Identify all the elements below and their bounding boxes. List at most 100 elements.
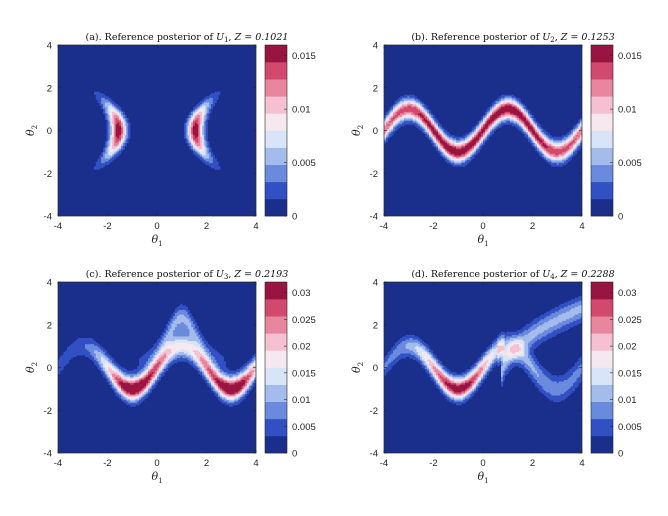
heatmap-cell [162, 369, 165, 371]
heatmap-cell [196, 339, 199, 342]
heatmap-cell [77, 341, 80, 344]
heatmap-cell [502, 100, 505, 103]
heatmap-cell [88, 345, 91, 348]
heatmap-cell [171, 348, 174, 351]
heatmap-cell [551, 139, 554, 142]
heatmap-cell [470, 130, 473, 133]
heatmap-cell [139, 369, 142, 371]
heatmap-cell [103, 370, 106, 373]
heatmap-cell [524, 110, 527, 113]
heatmap-cell [203, 125, 206, 128]
heatmap-cell [155, 355, 158, 358]
heatmap-cell [81, 345, 84, 348]
heatmap-cell [421, 113, 424, 116]
heatmap-cell [185, 323, 188, 326]
heatmap-cell [400, 96, 403, 99]
heatmap-cell [167, 331, 170, 334]
heatmap-cell [493, 107, 496, 110]
heatmap-cell [533, 144, 536, 147]
heatmap-cell [142, 381, 145, 384]
heatmap-cell [191, 119, 194, 122]
heatmap-cell [131, 400, 134, 403]
heatmap-cell [420, 110, 423, 113]
heatmap-cell [180, 322, 183, 325]
heatmap-cell [427, 113, 430, 116]
heatmap-cell [99, 166, 102, 169]
heatmap-cell [394, 118, 397, 121]
heatmap-cell [211, 160, 214, 162]
heatmap-cell [495, 116, 498, 119]
heatmap-cell [173, 330, 176, 333]
heatmap-cell [124, 127, 127, 130]
heatmap-cell [420, 124, 423, 127]
heatmap-cell [110, 147, 113, 150]
heatmap-cell [139, 386, 142, 389]
heatmap-cell [493, 105, 496, 108]
heatmap-cell [193, 350, 196, 353]
heatmap-cell [189, 356, 192, 359]
heatmap-cell [151, 373, 154, 376]
heatmap-cell [119, 113, 122, 116]
heatmap-cell [495, 100, 498, 103]
heatmap-cell [515, 105, 518, 108]
heatmap-cell [421, 121, 424, 124]
heatmap-cell [436, 119, 439, 122]
heatmap-cell [155, 344, 158, 347]
heatmap-cell [166, 327, 169, 330]
heatmap-cell [121, 113, 124, 116]
heatmap-cell [175, 311, 178, 314]
heatmap-cell [475, 141, 478, 144]
heatmap-cell [202, 116, 205, 119]
heatmap-cell [403, 100, 406, 103]
heatmap-cell [551, 136, 554, 139]
heatmap-cell [193, 122, 196, 125]
heatmap-cell [432, 139, 435, 142]
heatmap-cell [108, 381, 111, 384]
heatmap-cell [196, 130, 199, 133]
heatmap-cell [121, 149, 124, 152]
heatmap-cell [520, 119, 523, 122]
heatmap-cell [112, 381, 115, 384]
heatmap-cell [531, 124, 534, 127]
heatmap-cell [124, 398, 127, 401]
heatmap-cell [131, 387, 134, 390]
heatmap-cell [137, 386, 140, 389]
heatmap-cell [203, 119, 206, 122]
heatmap-cell [526, 114, 529, 117]
heatmap-cell [92, 348, 95, 351]
heatmap-cell [452, 163, 455, 166]
heatmap-cell [178, 333, 181, 336]
heatmap-cell [465, 147, 468, 150]
heatmap-cell [121, 125, 124, 128]
heatmap-cell [146, 384, 149, 387]
heatmap-cell [569, 135, 572, 138]
heatmap-cell [456, 158, 459, 161]
heatmap-cell [169, 334, 172, 337]
heatmap-cell [135, 376, 138, 379]
heatmap-cell [456, 149, 459, 152]
heatmap-cell [400, 119, 403, 122]
heatmap-cell [166, 336, 169, 339]
heatmap-cell [387, 113, 390, 116]
heatmap-cell [454, 142, 457, 145]
heatmap-cell [580, 121, 582, 124]
heatmap-cell [531, 136, 534, 139]
heatmap-cell [104, 149, 107, 152]
heatmap-cell [189, 333, 192, 336]
heatmap-cell [211, 161, 214, 164]
heatmap-cell [556, 160, 559, 162]
heatmap-cell [178, 323, 181, 326]
heatmap-cell [95, 353, 98, 356]
heatmap-cell [151, 362, 154, 365]
heatmap-cell [445, 149, 448, 152]
heatmap-cell [182, 327, 185, 330]
heatmap-cell [200, 104, 203, 107]
heatmap-cell [180, 347, 183, 350]
heatmap-cell [472, 127, 475, 130]
heatmap-cell [425, 132, 428, 134]
heatmap-cell [439, 136, 442, 139]
heatmap-cell [194, 107, 197, 110]
heatmap-cell [402, 102, 405, 105]
heatmap-cell [205, 144, 208, 147]
heatmap-cell [519, 118, 522, 121]
